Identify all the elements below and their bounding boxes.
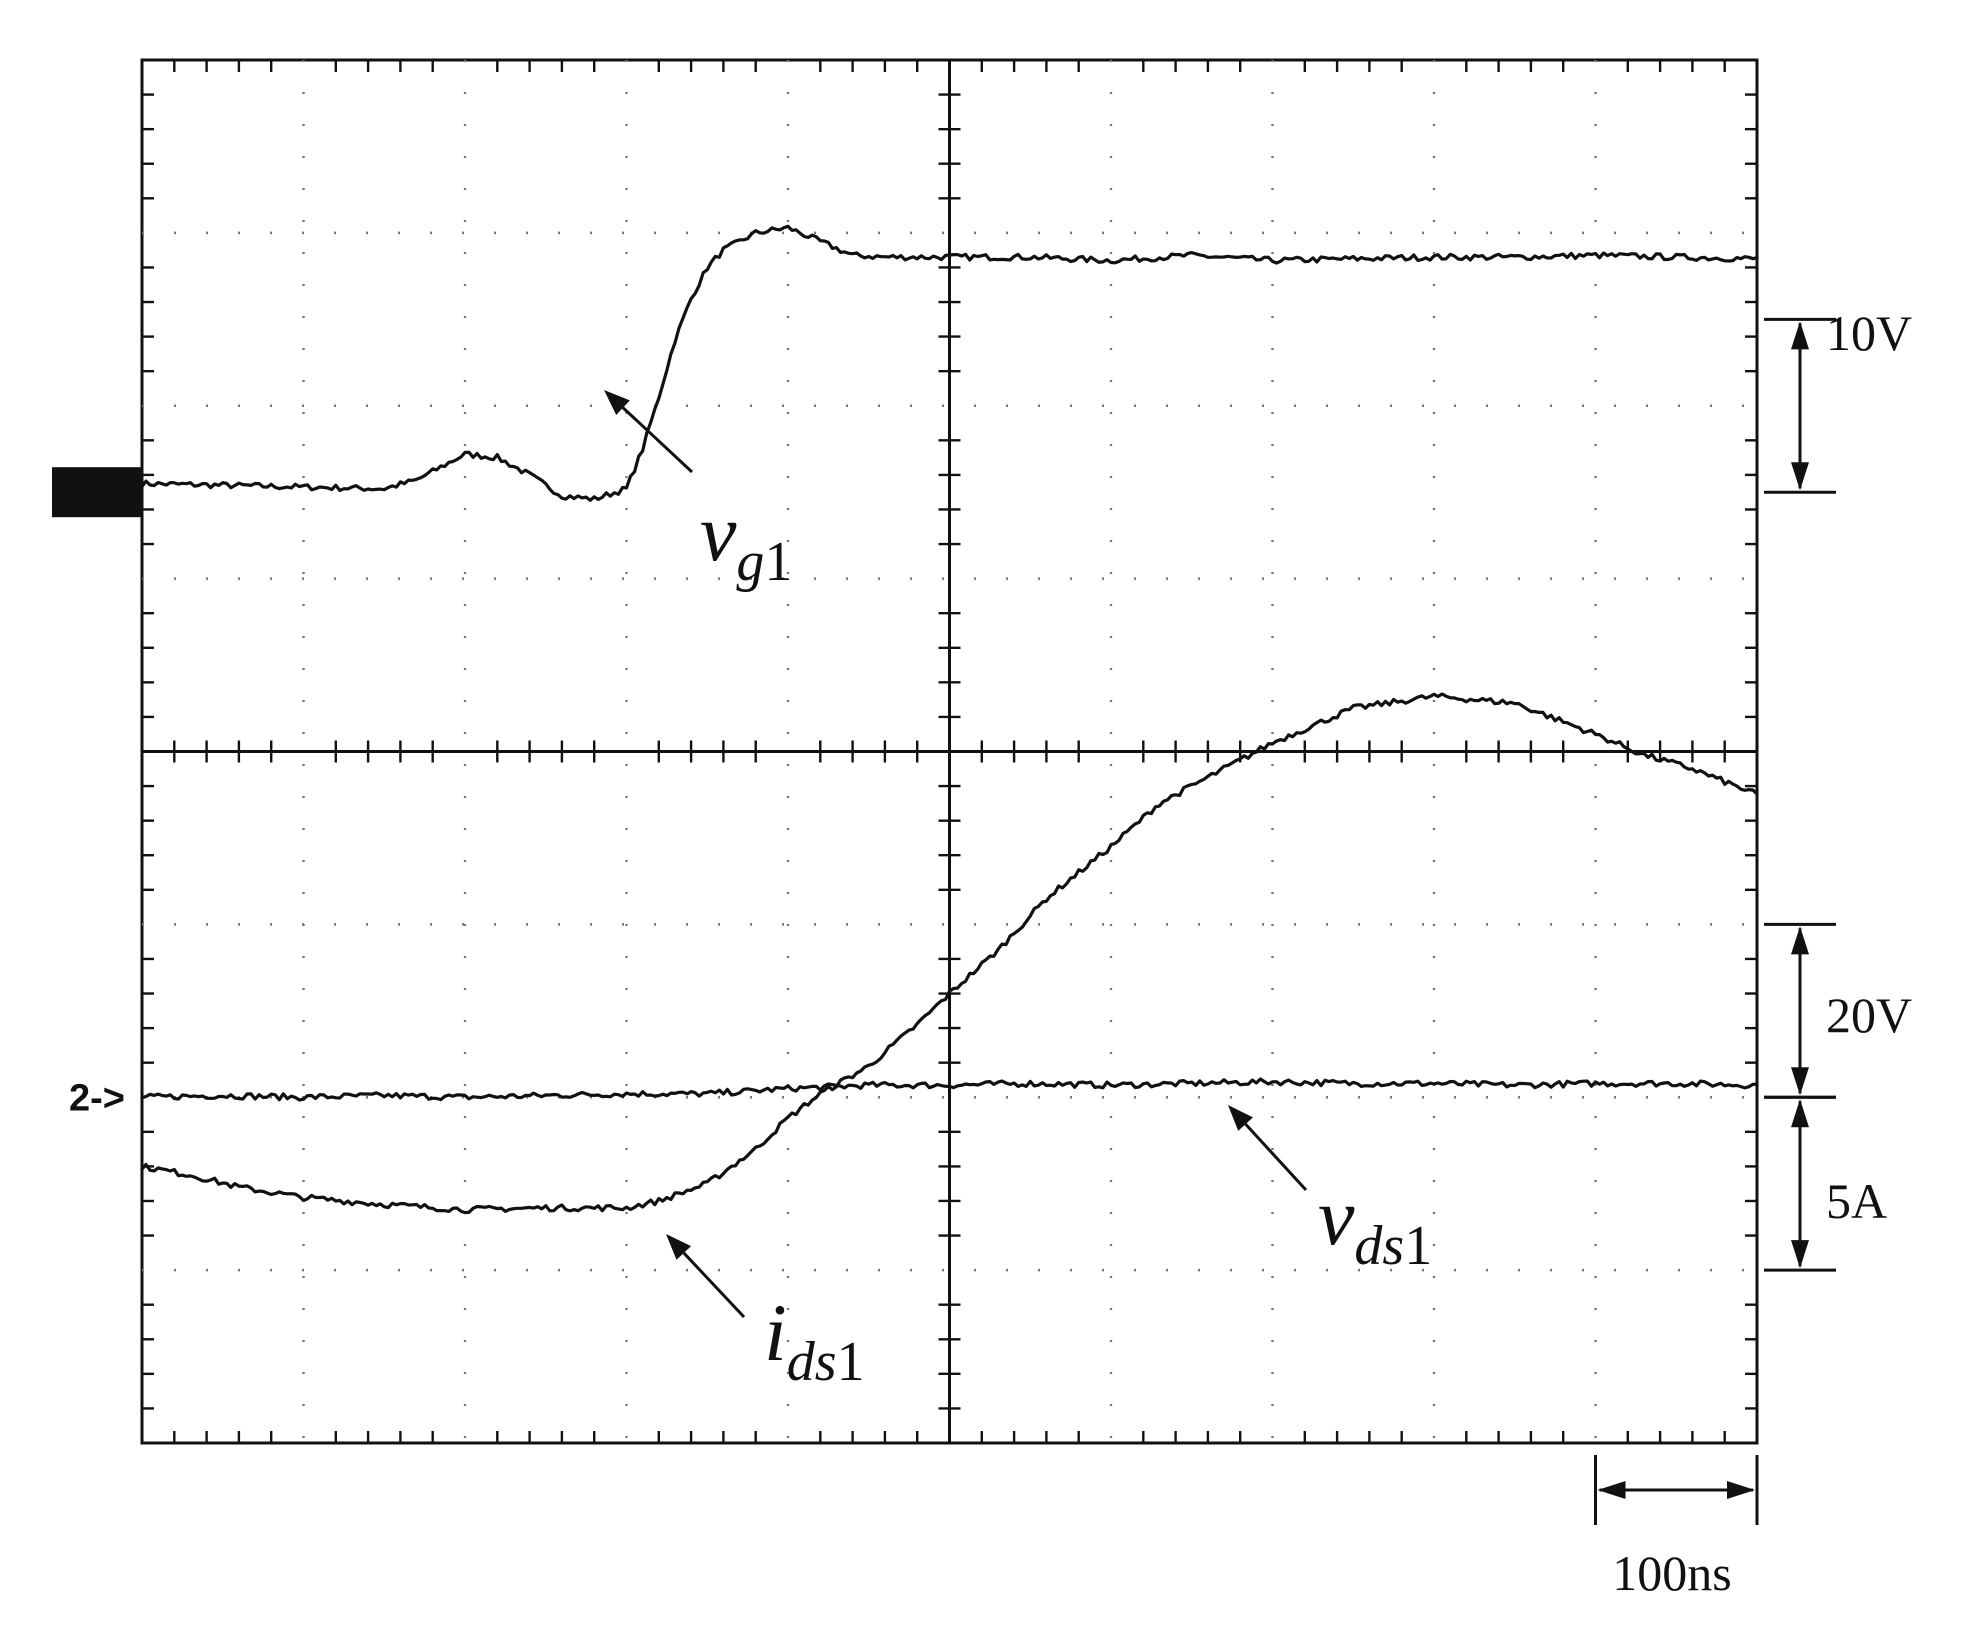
scale-bar-arrow-up	[1791, 321, 1809, 350]
time-scale-label: 100ns	[1612, 1545, 1731, 1601]
trace-ids1	[140, 692, 1759, 1215]
label-vg1-num: 1	[764, 531, 792, 593]
label-vds1-base: v	[1318, 1171, 1355, 1262]
trace-annotations	[604, 390, 1308, 1319]
label-ids1-num: 1	[837, 1331, 865, 1393]
scale-bar-5a	[1764, 1095, 1836, 1272]
label-vg1-base: v	[700, 487, 737, 578]
scale-bar-10v	[1764, 317, 1836, 494]
label-ids1: ids1	[764, 1287, 865, 1393]
label-vds1-sub: ds	[1354, 1215, 1404, 1277]
label-vds1-num: 1	[1404, 1215, 1432, 1277]
scale-bar-arrow-up	[1791, 1099, 1809, 1128]
label-vds1: vds1	[1318, 1171, 1432, 1277]
scale-label-5a: 5A	[1826, 1173, 1887, 1229]
channel-2-marker-label: 2->	[69, 1077, 125, 1119]
graticule	[140, 58, 1759, 1445]
channel-2-marker: 2->	[69, 1077, 125, 1119]
pointer-vds1-head	[1228, 1105, 1253, 1131]
label-ids1-base: i	[764, 1287, 787, 1378]
time-scale-bar	[1594, 1455, 1759, 1525]
pointer-vg1-line	[621, 406, 694, 474]
pointer-ids1-line	[682, 1251, 746, 1319]
pointer-ids1-head	[666, 1234, 692, 1260]
trace-vds1	[140, 1077, 1759, 1102]
scale-bar-arrow-down	[1791, 1067, 1809, 1096]
scale-label-10v: 10V	[1826, 305, 1912, 361]
pointer-vds1-line	[1244, 1123, 1308, 1192]
scale-bar-arrow-up	[1791, 926, 1809, 955]
scale-bars	[1594, 317, 1836, 1525]
pointer-vds1	[1228, 1105, 1308, 1192]
traces	[140, 224, 1759, 1215]
pointer-vg1-head	[604, 390, 630, 416]
channel-1-marker-box	[52, 467, 142, 518]
pointer-ids1	[666, 1234, 746, 1319]
channel-1-marker-label: 1->	[69, 472, 125, 514]
label-vg1: vg1	[700, 487, 792, 593]
label-ids1-sub: ds	[787, 1331, 837, 1393]
scale-bar-arrow-down	[1791, 462, 1809, 491]
trace-vg1	[140, 224, 1759, 502]
channel-1-marker: 1->	[52, 467, 142, 518]
time-scale-arrow-left	[1597, 1481, 1626, 1499]
label-vg1-sub: g	[736, 531, 764, 593]
time-scale-arrow-right	[1727, 1481, 1755, 1499]
scale-bar-arrow-down	[1791, 1240, 1809, 1269]
scale-bar-20v	[1764, 922, 1836, 1099]
pointer-vg1	[604, 390, 694, 474]
scale-label-20v: 20V	[1826, 987, 1912, 1043]
